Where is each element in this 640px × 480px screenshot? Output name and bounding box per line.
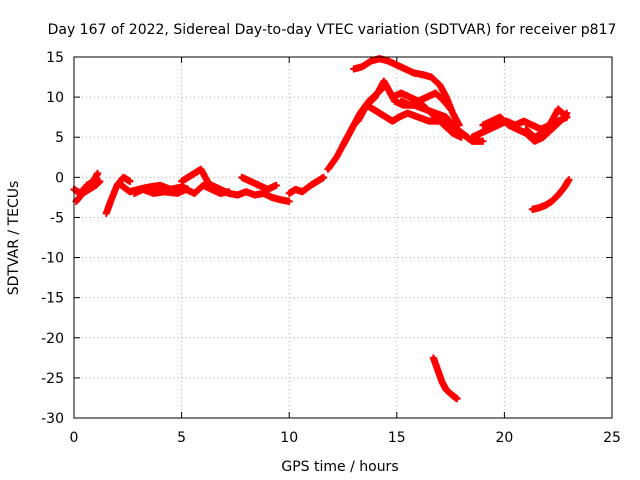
- x-axis-label: GPS time / hours: [281, 459, 398, 475]
- data-point: [478, 137, 486, 145]
- y-tick-label: 10: [46, 90, 64, 106]
- x-tick-label: 15: [388, 430, 406, 446]
- data-point: [319, 174, 327, 182]
- data-point: [93, 170, 101, 178]
- series-arc-mid-1: [178, 165, 218, 193]
- y-tick-label: 15: [46, 50, 64, 66]
- data-point: [271, 182, 279, 190]
- grid: [74, 57, 612, 418]
- x-tick-label: 25: [603, 430, 621, 446]
- data-point: [455, 120, 463, 128]
- series-arc-mid-4: [238, 173, 280, 193]
- y-tick-label: 0: [55, 170, 64, 186]
- data-point: [562, 112, 570, 120]
- x-tick-label: 5: [177, 430, 186, 446]
- data-point: [565, 176, 573, 184]
- y-axis-label: SDTVAR / TECUs: [6, 181, 22, 296]
- y-tick-label: -20: [41, 331, 64, 347]
- x-tick-label: 20: [495, 430, 513, 446]
- y-tick-label: -15: [41, 291, 64, 307]
- tick-labels: 0 5 10 15 20 25 -30 -25 -20 -15 -10 -5 0 5 10 15: [41, 50, 621, 446]
- data-point: [95, 178, 103, 186]
- y-tick-label: 5: [55, 130, 64, 146]
- series-arc-recover: [528, 176, 573, 213]
- data-point: [456, 133, 464, 141]
- axis-ticks: [73, 56, 613, 419]
- series-arc-early-2: [72, 177, 104, 205]
- data-point: [125, 177, 133, 185]
- series-arc-mid-3: [208, 181, 293, 205]
- data-point: [453, 394, 461, 402]
- series-arc-early-5: [130, 185, 190, 197]
- y-tick-label: -25: [41, 371, 64, 387]
- y-tick-label: -5: [50, 210, 64, 226]
- series-arc-drop: [429, 354, 461, 403]
- x-tick-label: 10: [280, 430, 298, 446]
- plot-frame: [73, 56, 613, 419]
- series-arc-mid-5: [285, 173, 328, 197]
- series-arc-early-3: [102, 173, 134, 217]
- series-arc-top: [350, 55, 463, 129]
- series-arc-rise-3: [354, 77, 465, 141]
- y-tick-label: -30: [41, 411, 64, 427]
- data-points: [70, 55, 573, 403]
- chart-title: Day 167 of 2022, Sidereal Day-to-day VTE…: [48, 22, 617, 38]
- y-tick-label: -10: [41, 251, 64, 267]
- series-arc-late-3: [522, 105, 571, 141]
- x-tick-label: 0: [70, 430, 79, 446]
- data-point: [284, 197, 292, 205]
